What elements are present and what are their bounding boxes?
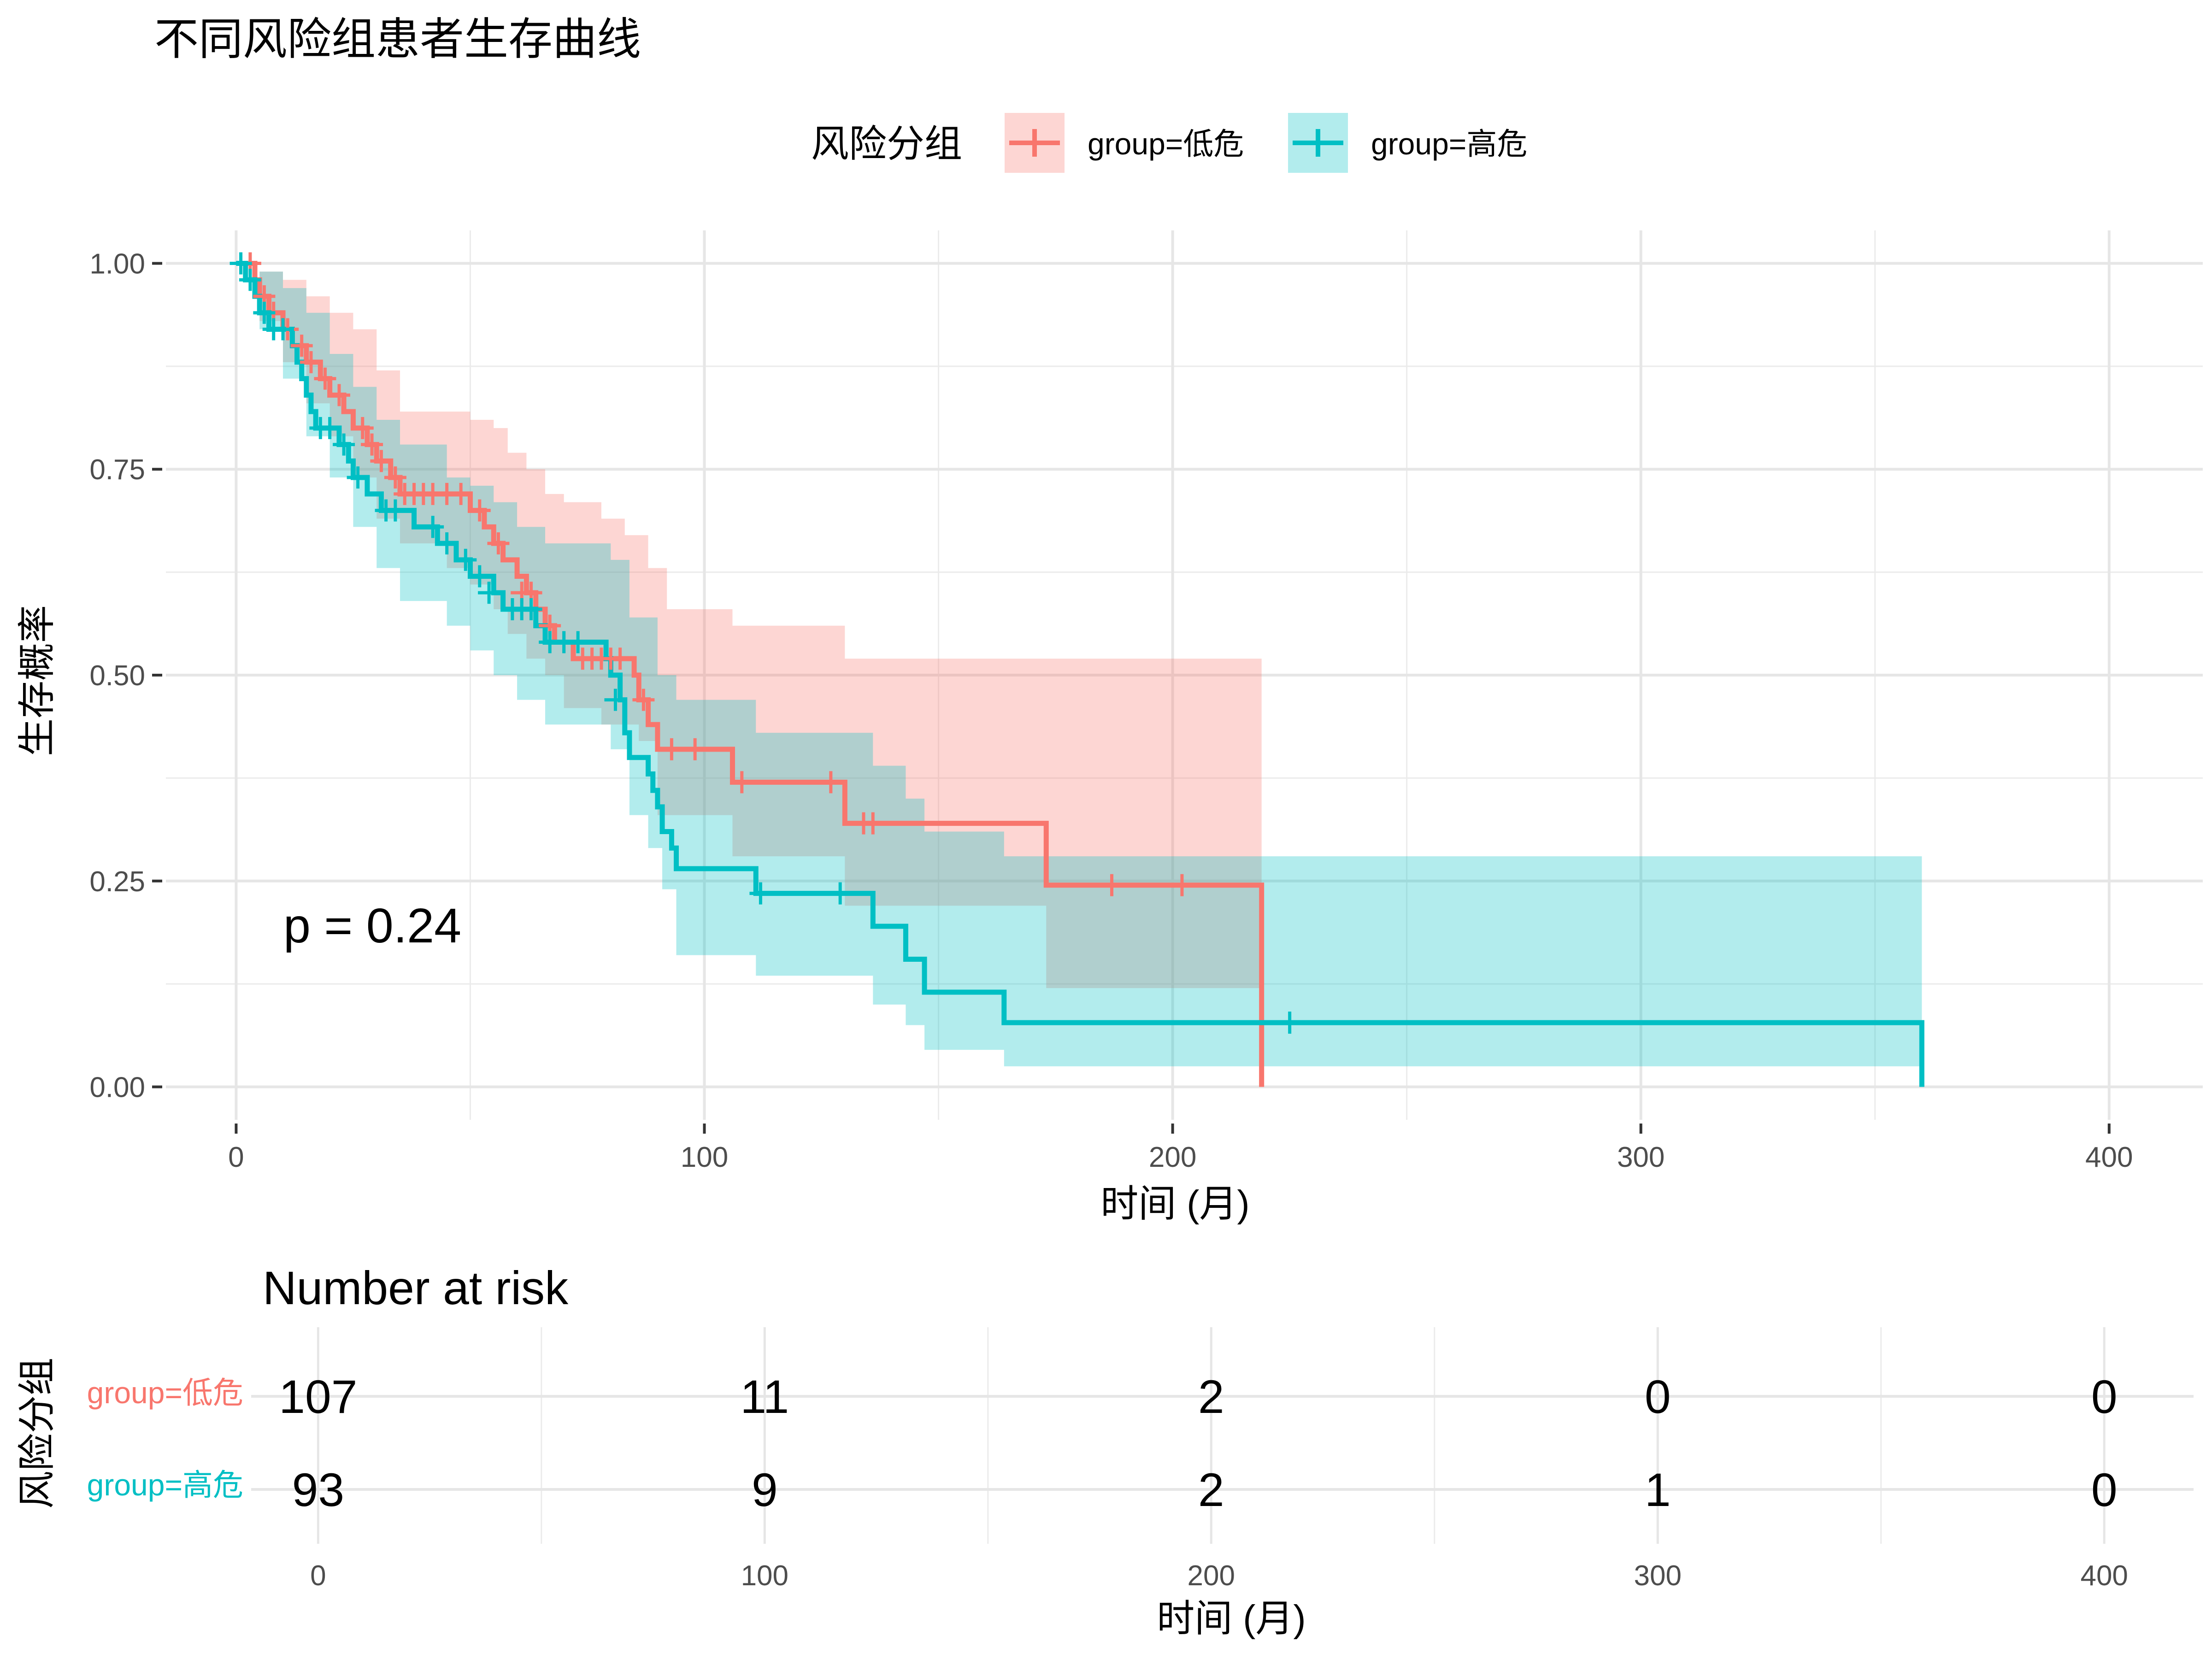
censor-mark-high-risk — [229, 252, 252, 275]
risk-cell: 93 — [292, 1464, 344, 1516]
censor-mark-low-risk — [1171, 874, 1193, 896]
risk-cell: 0 — [1645, 1371, 1671, 1423]
legend-label-low-risk: group=低危 — [1088, 127, 1244, 161]
legend-label-high-risk: group=高危 — [1371, 127, 1527, 161]
x-axis: 0 100 200 300 400 — [228, 1124, 2133, 1173]
x-tick-label: 300 — [1617, 1141, 1665, 1173]
y-tick-label: 1.00 — [89, 248, 145, 280]
risk-cell: 1 — [1645, 1464, 1671, 1516]
y-axis-label: 生存概率 — [16, 605, 58, 756]
x-tick-label: 100 — [681, 1141, 728, 1173]
censor-mark-high-risk — [239, 269, 261, 291]
censor-mark-high-risk — [422, 516, 444, 538]
censor-mark-high-risk — [520, 598, 542, 621]
risk-cell: 2 — [1198, 1371, 1224, 1423]
censor-mark-high-risk — [468, 565, 491, 588]
censor-mark-low-risk — [314, 367, 336, 390]
risk-table-x-label: 时间 (月) — [1157, 1598, 1306, 1640]
censor-mark-high-risk — [272, 318, 294, 341]
censor-mark-low-risk — [684, 738, 706, 760]
legend-title: 风险分组 — [811, 123, 962, 165]
censor-mark-high-risk — [454, 548, 477, 571]
risk-table-title: Number at risk — [263, 1262, 569, 1314]
risk-x-tick-label: 400 — [2080, 1560, 2128, 1592]
censor-mark-low-risk — [468, 499, 491, 522]
y-axis: 0.00 0.25 0.50 0.75 1.00 — [89, 248, 162, 1104]
censor-mark-high-risk — [333, 433, 355, 456]
x-tick-label: 200 — [1149, 1141, 1196, 1173]
plot-panel: 0.000.250.500.751.00 0 100 200 300 400 生存概率 … — [16, 230, 2203, 1225]
risk-x-tick-label: 100 — [741, 1560, 788, 1592]
risk-cell: 11 — [740, 1371, 789, 1423]
censor-mark-low-risk — [361, 433, 383, 456]
risk-cell: 0 — [2091, 1464, 2118, 1516]
censor-mark-low-risk — [862, 812, 884, 835]
risk-table-x-axis: 0 100 200 300 400 — [310, 1560, 2128, 1592]
risk-row-label-high: group=高危 — [87, 1468, 243, 1502]
risk-x-tick-label: 0 — [310, 1560, 326, 1592]
risk-cell: 0 — [2091, 1371, 2118, 1423]
y-tick-label: 0.50 — [89, 660, 145, 692]
censor-mark-high-risk — [749, 882, 772, 905]
censor-marks — [229, 252, 1301, 1034]
risk-cell: 107 — [279, 1371, 357, 1423]
legend: 风险分组 group=低危 group=高危 — [811, 113, 1527, 173]
risk-table-y-label: 风险分组 — [16, 1358, 58, 1509]
confidence-bands — [236, 263, 1922, 1066]
censor-mark-high-risk — [435, 532, 458, 555]
x-axis-label: 时间 (月) — [1100, 1183, 1249, 1225]
risk-table: Number at risk 107 11 2 0 093 9 2 1 0 group=低危 g… — [16, 1262, 2194, 1640]
censor-mark-low-risk — [351, 417, 374, 439]
y-tick-label: 0.25 — [89, 866, 145, 898]
censor-mark-high-risk — [1278, 1012, 1301, 1034]
censor-mark-high-risk — [567, 631, 589, 653]
x-tick-label: 0 — [228, 1141, 244, 1173]
censor-mark-high-risk — [384, 499, 406, 522]
censor-mark-low-risk — [328, 384, 350, 406]
censor-mark-low-risk — [290, 335, 313, 357]
censor-mark-low-risk — [450, 482, 472, 505]
censor-mark-low-risk — [609, 647, 631, 670]
censor-mark-high-risk — [604, 688, 627, 711]
censor-mark-high-risk — [829, 882, 852, 905]
risk-row-label-low: group=低危 — [87, 1376, 243, 1410]
censor-mark-low-risk — [819, 771, 842, 794]
p-value-annotation: p = 0.24 — [283, 899, 461, 953]
y-tick-label: 0.75 — [89, 454, 145, 486]
ci-band-low-risk — [236, 263, 1262, 988]
grid-lines — [166, 230, 2203, 1120]
censor-mark-high-risk — [347, 466, 369, 489]
censor-mark-low-risk — [730, 771, 753, 794]
censor-mark-low-risk — [1100, 874, 1123, 896]
censor-mark-high-risk — [253, 301, 276, 324]
risk-cell: 9 — [752, 1464, 778, 1516]
censor-mark-low-risk — [370, 450, 393, 472]
censor-mark-low-risk — [300, 351, 322, 373]
censor-mark-low-risk — [487, 532, 510, 555]
censor-mark-high-risk — [478, 582, 500, 604]
censor-mark-low-risk — [384, 466, 406, 489]
censor-mark-low-risk — [632, 688, 655, 711]
risk-table-grid — [251, 1327, 2194, 1544]
risk-x-tick-label: 200 — [1188, 1560, 1235, 1592]
y-tick-label: 0.00 — [89, 1072, 145, 1104]
x-tick-label: 400 — [2085, 1141, 2133, 1173]
censor-mark-high-risk — [318, 417, 341, 439]
risk-x-tick-label: 300 — [1634, 1560, 1682, 1592]
chart-title: 不同风险组患者生存曲线 — [154, 15, 641, 64]
censor-mark-low-risk — [660, 738, 683, 760]
ci-band-high-risk — [236, 263, 1922, 1066]
risk-table-cells: 107 11 2 0 0 93 9 2 1 0 — [279, 1371, 2117, 1516]
risk-cell: 2 — [1198, 1464, 1224, 1516]
